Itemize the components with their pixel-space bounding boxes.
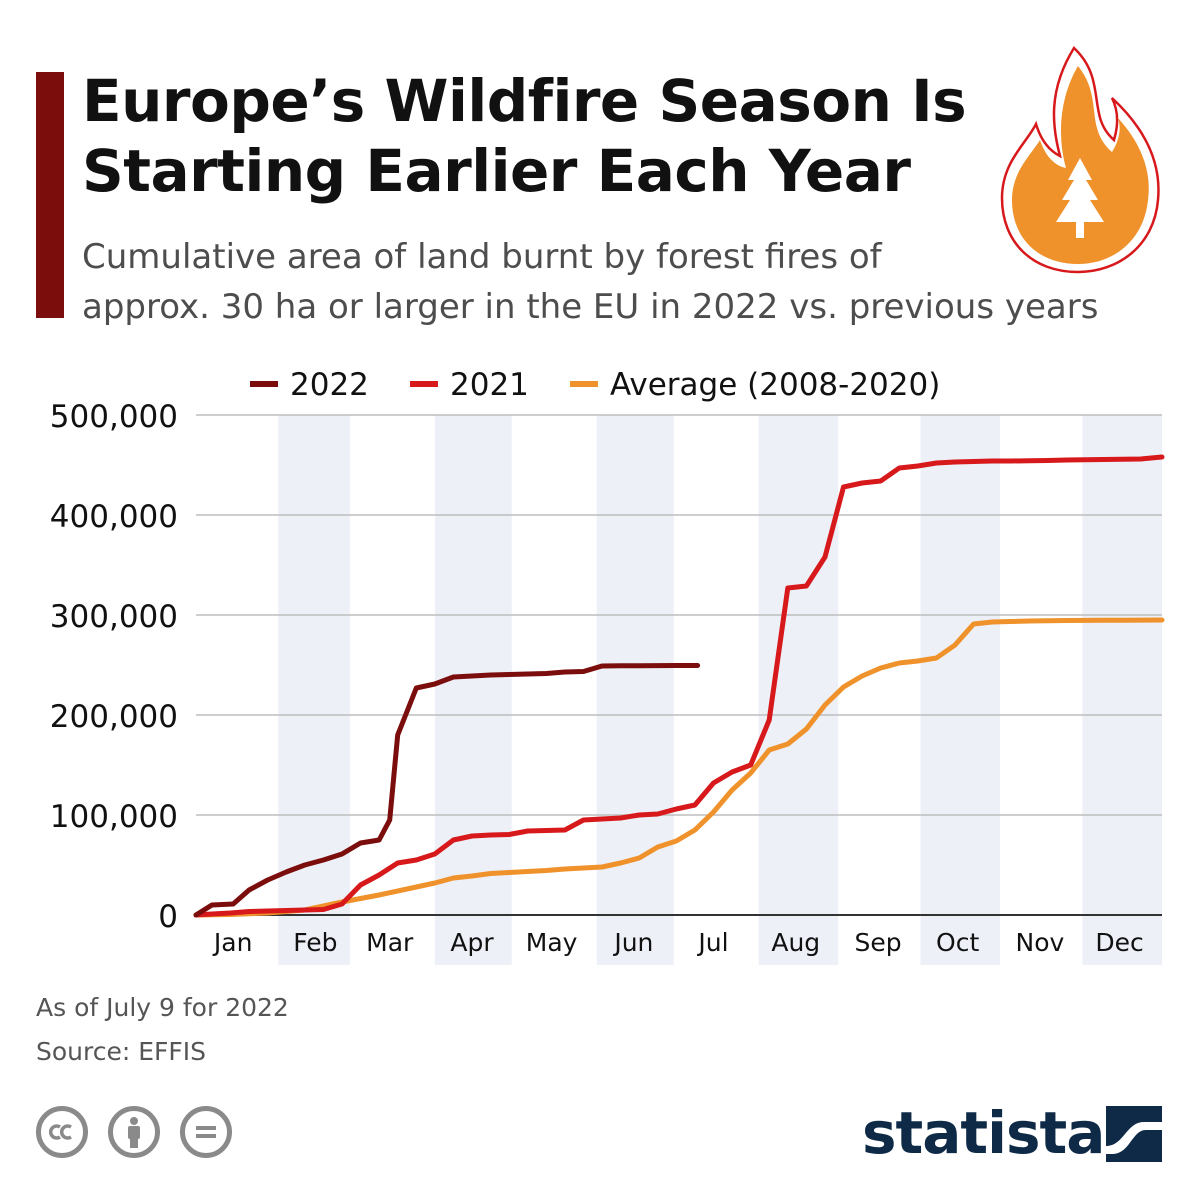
- page-title: Europe’s Wildfire Season Is Starting Ear…: [82, 66, 1042, 206]
- x-tick-label: Nov: [1016, 928, 1065, 957]
- creative-commons-icon[interactable]: [36, 1106, 88, 1158]
- legend: 2022 2021 Average (2008-2020): [250, 367, 940, 403]
- statista-logo-icon: [1106, 1106, 1162, 1162]
- y-axis: 0 100,000 200,000 300,000 400,000 500,000: [50, 399, 178, 935]
- title-line-2: Starting Earlier Each Year: [82, 137, 911, 205]
- statista-logo[interactable]: statista: [862, 1098, 1172, 1168]
- title-accent-bar: [36, 72, 64, 318]
- x-tick-label: Oct: [936, 928, 979, 957]
- data-note: As of July 9 for 2022: [36, 993, 289, 1022]
- license-icons: [36, 1106, 266, 1166]
- month-band: [434, 415, 512, 965]
- x-tick-label: Jan: [212, 928, 253, 957]
- x-tick-label: Feb: [293, 928, 337, 957]
- no-derivatives-icon[interactable]: [180, 1106, 232, 1158]
- subtitle-line-2: approx. 30 ha or larger in the EU in 202…: [82, 287, 1099, 327]
- series-line-2021: [193, 454, 1165, 918]
- x-tick-label: Jun: [612, 928, 653, 957]
- legend-label: 2022: [290, 367, 369, 403]
- x-tick-label: Sep: [854, 928, 901, 957]
- month-band: [278, 415, 350, 965]
- grid-lines: [196, 414, 1162, 816]
- title-line-1: Europe’s Wildfire Season Is: [82, 67, 967, 135]
- series-lines: [193, 454, 1165, 918]
- subtitle-line-1: Cumulative area of land burnt by forest …: [82, 237, 882, 277]
- month-band: [758, 415, 839, 965]
- x-tick-label: May: [526, 928, 578, 957]
- y-tick-label: 0: [158, 899, 178, 935]
- x-axis: Jan Feb Mar Apr May Jun Jul Aug Sep Oct Nov Dec: [196, 914, 1162, 957]
- x-tick-label: Dec: [1095, 928, 1143, 957]
- y-tick-label: 200,000: [50, 699, 178, 735]
- series-line-average: [193, 617, 1165, 918]
- y-tick-label: 300,000: [50, 599, 178, 635]
- legend-label: Average (2008-2020): [610, 367, 940, 403]
- month-band: [596, 415, 674, 965]
- y-tick-label: 500,000: [50, 399, 178, 435]
- line-chart: 0 100,000 200,000 300,000 400,000 500,000 Jan…: [50, 367, 1165, 965]
- series-line-2022: [193, 663, 701, 918]
- month-band: [1082, 415, 1162, 965]
- x-tick-label: Apr: [450, 928, 494, 957]
- flame-with-tree-icon: [1000, 46, 1160, 274]
- subtitle: Cumulative area of land burnt by forest …: [82, 232, 1172, 332]
- x-tick-label: Aug: [771, 928, 820, 957]
- tree-icon: [1056, 158, 1104, 238]
- y-tick-label: 100,000: [50, 799, 178, 835]
- legend-label: 2021: [450, 367, 529, 403]
- brand-name: statista: [862, 1099, 1105, 1167]
- x-tick-label: Jul: [696, 928, 728, 957]
- x-tick-label: Mar: [366, 928, 414, 957]
- month-band: [920, 415, 1001, 965]
- y-tick-label: 400,000: [50, 499, 178, 535]
- attribution-icon[interactable]: [108, 1106, 160, 1158]
- month-bands: [278, 415, 1162, 965]
- source-note: Source: EFFIS: [36, 1037, 207, 1066]
